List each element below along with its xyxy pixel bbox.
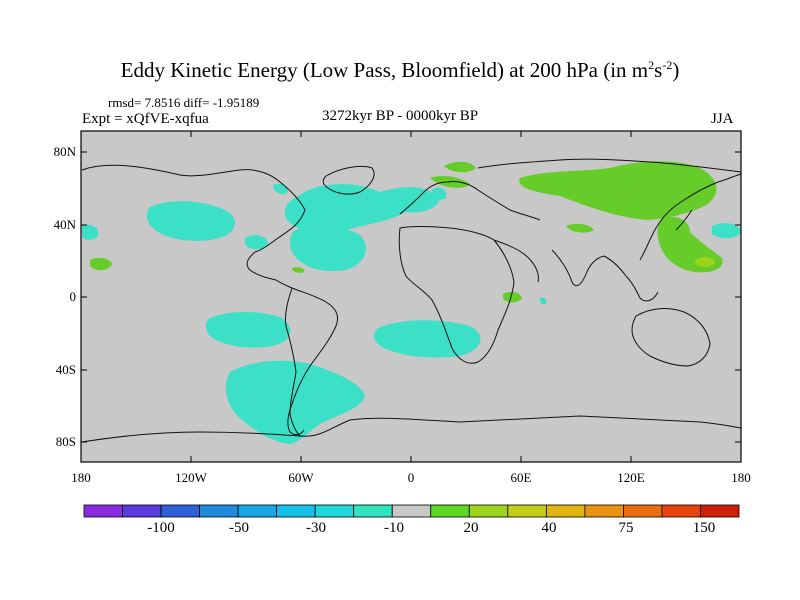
- colorbar: [83, 504, 740, 518]
- arctic-anomaly: [444, 161, 476, 173]
- colorbar-swatch: [468, 504, 509, 518]
- india-coast: [551, 249, 605, 287]
- africa-coast: [398, 226, 515, 364]
- arabian-anomaly: [503, 291, 522, 303]
- west-pacific-maximum: [695, 257, 715, 267]
- colorbar-label: -100: [147, 520, 175, 536]
- y-label: 40N: [53, 217, 76, 232]
- x-label: 60W: [288, 470, 314, 485]
- period-label: 3272kyr BP - 0000kyr BP: [321, 108, 479, 124]
- colorbar-label: 75: [618, 520, 634, 536]
- south-america-coast: [287, 287, 339, 436]
- east-asia-coast: [639, 173, 742, 261]
- north-pacific-anomaly: [146, 201, 236, 241]
- antarctica-coast: [81, 415, 742, 443]
- coastlines: [81, 158, 742, 443]
- colorbar-swatch: [199, 504, 239, 518]
- europe-anomaly: [432, 187, 447, 200]
- stats-text: rmsd= 7.8516 diff= -1.95189: [108, 95, 260, 110]
- colorbar-swatch: [122, 504, 162, 518]
- experiment-label: Expt = xQfVE-xqfua: [82, 111, 209, 127]
- arabia-coast: [493, 239, 539, 283]
- gulf-anomaly: [245, 235, 268, 250]
- y-label: 40S: [55, 362, 76, 377]
- colorbar-label: 40: [541, 520, 557, 536]
- colorbar-label: 20: [463, 520, 479, 536]
- colorbar-swatch: [391, 504, 432, 518]
- south-pacific-anomaly: [205, 312, 291, 348]
- colorbar-swatch: [430, 504, 470, 518]
- colorbar-swatch: [160, 504, 200, 518]
- east-pacific-anomaly: [82, 224, 99, 240]
- colorbar-swatch: [353, 504, 393, 518]
- map-title: Eddy Kinetic Energy (Low Pass, Bloomfiel…: [120, 58, 680, 82]
- mexico-anomaly: [292, 267, 305, 273]
- x-label: 0: [407, 470, 415, 485]
- x-label: 180: [731, 470, 751, 485]
- canada-anomaly: [315, 187, 348, 204]
- colorbar-label: -50: [229, 520, 249, 536]
- season-label: JJA: [711, 111, 734, 127]
- central-atlantic-anomaly: [289, 226, 366, 272]
- y-label: 0: [69, 289, 77, 304]
- colorbar-swatch: [623, 504, 663, 518]
- australia-coast: [631, 308, 711, 367]
- x-label: 180: [71, 470, 91, 485]
- colorbar-swatch: [545, 504, 586, 518]
- north-america-coast: [81, 164, 306, 289]
- x-ticks: [190, 131, 632, 462]
- east-pacific-positive: [90, 257, 112, 271]
- y-label: 80N: [53, 144, 76, 159]
- central-asia-anomaly: [566, 223, 594, 233]
- colorbar-swatch: [276, 504, 316, 518]
- greenland-coast: [322, 165, 375, 195]
- x-label: 120E: [617, 470, 645, 485]
- colorbar-swatch: [661, 504, 701, 518]
- south-atlantic-anomaly: [374, 320, 481, 358]
- southeast-asia-coast: [603, 255, 659, 302]
- japan-coast: [675, 209, 693, 231]
- colorbar-swatch: [700, 504, 740, 518]
- y-label: 80S: [55, 434, 76, 449]
- colorbar-label: -10: [384, 520, 404, 536]
- y-ticks: [81, 151, 741, 443]
- europe-coast: [399, 181, 541, 221]
- west-pacific-anomaly: [712, 223, 741, 239]
- colorbar-label: -30: [306, 520, 326, 536]
- southern-ocean-anomaly: [225, 360, 365, 444]
- colorbar-swatch: [584, 504, 624, 518]
- colorbar-swatch: [237, 504, 278, 518]
- east-indian-anomaly: [539, 297, 547, 305]
- colorbar-swatch: [507, 504, 547, 518]
- south-america-west-coast: [285, 287, 301, 437]
- negative-anomaly-regions: [82, 183, 741, 444]
- x-label: 120W: [175, 470, 207, 485]
- colorbar-swatch: [83, 504, 123, 518]
- siberia-coast: [477, 158, 742, 173]
- x-label: 60E: [510, 470, 532, 485]
- alaska-anomaly: [273, 183, 289, 194]
- colorbar-label: 150: [692, 520, 716, 536]
- colorbar-swatch: [314, 504, 355, 518]
- siberia-anomaly: [519, 161, 717, 220]
